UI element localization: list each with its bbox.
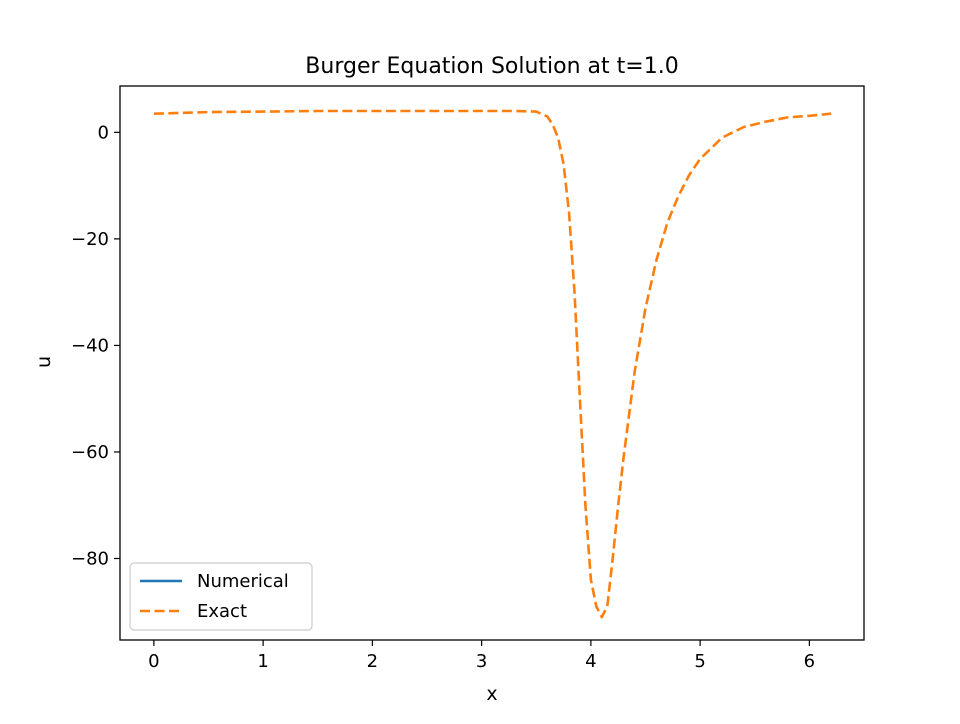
y-axis-label: u: [33, 356, 55, 368]
chart-title: Burger Equation Solution at t=1.0: [305, 54, 678, 79]
y-tick-label: −20: [71, 229, 109, 250]
y-tick-label: −60: [71, 442, 109, 463]
legend-label-numerical: Numerical: [197, 571, 289, 592]
y-axis: 0 −20 −40 −60 −80: [71, 122, 120, 569]
legend-label-exact: Exact: [197, 601, 247, 622]
x-tick-label: 2: [367, 651, 378, 672]
x-axis-label: x: [486, 683, 497, 705]
x-tick-label: 1: [257, 651, 268, 672]
y-tick-label: −80: [71, 548, 109, 569]
series-line-exact: [153, 109, 832, 619]
x-axis: 0 1 2 3 4 5 6: [148, 640, 815, 672]
plot-background: [120, 86, 864, 640]
y-tick-label: 0: [98, 122, 109, 143]
x-tick-label: 4: [585, 651, 596, 672]
x-tick-label: 3: [476, 651, 487, 672]
legend: Numerical Exact: [129, 562, 313, 631]
x-tick-label: 0: [148, 651, 159, 672]
x-tick-label: 6: [804, 651, 815, 672]
plot-area: [119, 85, 865, 641]
x-tick-label: 5: [694, 651, 705, 672]
plot-frame: [119, 85, 865, 641]
y-tick-label: −40: [71, 335, 109, 356]
